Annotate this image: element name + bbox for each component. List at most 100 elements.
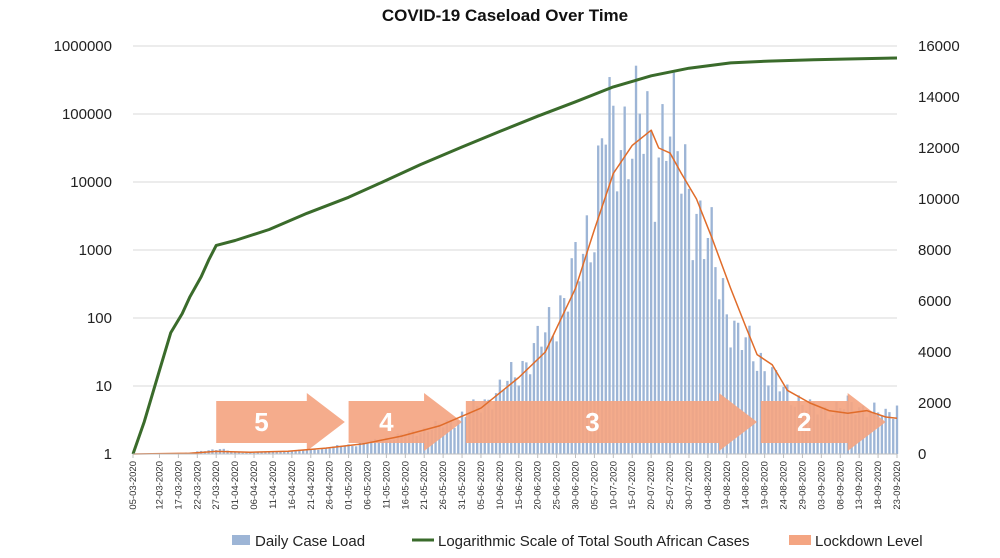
y-right-tick-label: 14000 [918, 89, 960, 106]
daily-case-bar [725, 314, 728, 454]
daily-case-bar [642, 153, 645, 454]
daily-case-bar [252, 452, 256, 454]
daily-case-bar [755, 370, 759, 454]
x-tick-label: 20-07-2020 [646, 461, 657, 510]
x-tick-label: 05-06-2020 [476, 461, 487, 510]
daily-case-bar [687, 188, 691, 455]
daily-case-bar [661, 104, 664, 454]
legend-label: Lockdown Level [815, 533, 923, 550]
daily-case-bar [464, 417, 468, 454]
daily-case-bar [699, 200, 702, 454]
daily-average-line [132, 129, 898, 455]
daily-case-bar [676, 151, 679, 454]
y-right-tick-label: 0 [918, 446, 926, 463]
daily-case-bar [672, 72, 676, 455]
daily-case-bar [649, 130, 653, 454]
daily-case-bar [740, 350, 744, 454]
daily-case-bar [298, 449, 301, 454]
daily-case-bar [574, 242, 577, 454]
daily-case-bar [547, 307, 551, 454]
daily-case-bar [264, 452, 267, 454]
legend: Daily Case Load Logarithmic Scale of Tota… [232, 533, 923, 550]
daily-case-bar [320, 448, 324, 454]
legend-label: Daily Case Load [255, 533, 365, 550]
daily-case-bars [162, 65, 899, 455]
daily-case-bar [324, 447, 328, 454]
daily-case-bar [880, 415, 884, 454]
daily-case-bar [668, 136, 672, 455]
x-tick-label: 10-06-2020 [495, 461, 506, 510]
daily-case-bar [691, 260, 694, 454]
x-tick-label: 18-09-2020 [873, 461, 884, 510]
daily-case-bar [457, 420, 460, 454]
daily-case-bar [555, 341, 558, 454]
daily-case-bar [373, 438, 377, 454]
daily-case-bar [604, 144, 607, 454]
daily-case-bar [566, 311, 570, 454]
daily-case-bar [536, 325, 539, 454]
daily-case-bar [585, 215, 589, 454]
x-tick-label: 11-04-2020 [268, 461, 279, 509]
daily-case-bar [736, 322, 740, 454]
series-lines [131, 56, 898, 455]
y-left-tick-label: 100000 [62, 106, 112, 123]
daily-case-bar [271, 451, 275, 454]
lockdown-arrow [465, 393, 758, 451]
daily-case-bar [385, 437, 388, 454]
x-tick-label: 27-03-2020 [211, 461, 222, 510]
daily-case-bar [237, 452, 241, 454]
x-tick-label: 24-08-2020 [779, 461, 790, 510]
daily-case-bar [294, 450, 297, 454]
daily-case-bar [343, 446, 346, 454]
daily-case-bar [540, 346, 543, 454]
daily-case-bar [733, 320, 736, 454]
daily-case-bar [362, 442, 365, 454]
y-right-tick-label: 12000 [918, 140, 960, 157]
daily-case-bar [279, 451, 282, 454]
x-tick-label: 04-08-2020 [703, 461, 714, 510]
x-tick-label: 13-09-2020 [854, 461, 865, 510]
x-tick-label: 01-05-2020 [344, 461, 355, 510]
x-tick-label: 14-08-2020 [741, 461, 752, 510]
daily-case-bar [612, 105, 615, 455]
grid-lines [133, 45, 897, 387]
daily-case-bar [619, 150, 623, 454]
daily-case-bar [684, 144, 687, 454]
daily-case-bar [665, 160, 668, 454]
daily-case-bar [702, 259, 706, 454]
daily-case-bar [241, 452, 244, 454]
daily-case-bar [309, 448, 312, 454]
x-tick-label: 03-09-2020 [816, 461, 827, 510]
daily-case-bar [718, 299, 721, 454]
lockdown-arrows: 5 4 3 2 [216, 393, 886, 451]
daily-case-bar [377, 442, 381, 454]
daily-case-bar [884, 408, 887, 454]
daily-case-bar [895, 405, 899, 454]
daily-case-bar [453, 427, 456, 454]
x-tick-label: 25-07-2020 [665, 461, 676, 510]
daily-case-bar [366, 443, 369, 454]
y-left-tick-label: 100 [87, 310, 112, 327]
daily-case-bar [876, 412, 880, 454]
x-tick-label: 21-05-2020 [419, 461, 430, 510]
daily-case-bar [657, 157, 660, 454]
daily-case-bar [600, 138, 604, 454]
daily-case-bar [559, 295, 562, 454]
daily-case-bar [653, 221, 657, 454]
daily-case-bar [544, 332, 547, 454]
daily-case-bar [608, 77, 611, 454]
daily-case-bar [275, 451, 278, 454]
y-right-tick-label: 16000 [918, 38, 960, 55]
x-tick-label: 29-08-2020 [797, 461, 808, 510]
daily-case-bar [615, 191, 619, 455]
daily-case-bar [347, 444, 350, 454]
x-tick-label: 21-04-2020 [306, 461, 317, 510]
y-left-tick-label: 1000000 [54, 38, 112, 55]
daily-case-bar [449, 419, 452, 454]
x-tick-label: 22-03-2020 [192, 461, 203, 510]
x-tick-label: 08-09-2020 [835, 461, 846, 510]
daily-case-bar [328, 448, 331, 454]
daily-case-bar [256, 452, 259, 454]
lockdown-arrow [216, 393, 345, 451]
x-tick-label: 06-05-2020 [362, 461, 373, 510]
